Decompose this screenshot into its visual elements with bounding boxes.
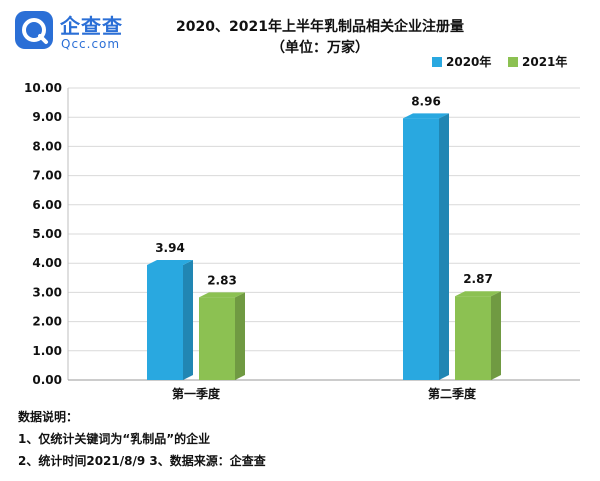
chart-title: 2020、2021年上半年乳制品相关企业注册量 bbox=[176, 19, 464, 35]
y-tick-label: 10.00 bbox=[24, 81, 62, 95]
qcc-logo: 企查查 Qcc.com bbox=[14, 8, 154, 58]
y-tick-label: 3.00 bbox=[32, 285, 62, 299]
bar-0-top bbox=[147, 259, 193, 265]
y-tick-label: 0.00 bbox=[32, 373, 62, 387]
data-notes: 数据说明： 1、仅统计关键词为“乳制品”的企业 2、统计时间2021/8/9 3… bbox=[18, 406, 266, 472]
notes-heading: 数据说明： bbox=[18, 410, 79, 424]
logo-text: 企查查 bbox=[60, 14, 123, 38]
data-label: 8.96 bbox=[411, 94, 441, 108]
y-tick-label: 7.00 bbox=[32, 169, 62, 183]
bar-1-front bbox=[455, 296, 491, 380]
x-tick-label: 第一季度 bbox=[172, 386, 221, 401]
bar-0-top bbox=[403, 113, 449, 119]
data-label: 3.94 bbox=[155, 241, 185, 255]
legend-swatch-1 bbox=[508, 57, 518, 67]
bar-1-top bbox=[455, 291, 501, 297]
bar-1-top bbox=[199, 292, 245, 298]
legend-label-1: 2021年 bbox=[522, 54, 567, 69]
bar-1-front bbox=[199, 297, 235, 380]
notes-line-1: 1、仅统计关键词为“乳制品”的企业 bbox=[18, 432, 211, 446]
y-tick-label: 6.00 bbox=[32, 198, 62, 212]
logo-domain: Qcc.com bbox=[61, 37, 121, 51]
y-tick-label: 1.00 bbox=[32, 344, 62, 358]
legend-swatch-0 bbox=[432, 57, 442, 67]
bar-1-side bbox=[491, 291, 501, 380]
bar-1-side bbox=[235, 292, 245, 380]
y-tick-label: 2.00 bbox=[32, 315, 62, 329]
qcc-logo-icon bbox=[15, 11, 53, 49]
x-tick-label: 第二季度 bbox=[428, 386, 477, 401]
notes-line-2: 2、统计时间2021/8/9 3、数据来源：企查查 bbox=[18, 454, 266, 468]
chart-subtitle: （单位：万家） bbox=[271, 40, 369, 56]
data-label: 2.83 bbox=[207, 273, 237, 287]
bar-0-front bbox=[403, 118, 439, 381]
data-label: 2.87 bbox=[463, 272, 493, 286]
y-tick-label: 9.00 bbox=[32, 110, 62, 124]
bar-0-side bbox=[183, 259, 193, 380]
legend-label-0: 2020年 bbox=[446, 54, 491, 69]
bar-0-side bbox=[439, 113, 449, 381]
y-tick-label: 5.00 bbox=[32, 227, 62, 241]
y-tick-label: 4.00 bbox=[32, 256, 62, 270]
bar-0-front bbox=[147, 264, 183, 380]
y-tick-label: 8.00 bbox=[32, 139, 62, 153]
